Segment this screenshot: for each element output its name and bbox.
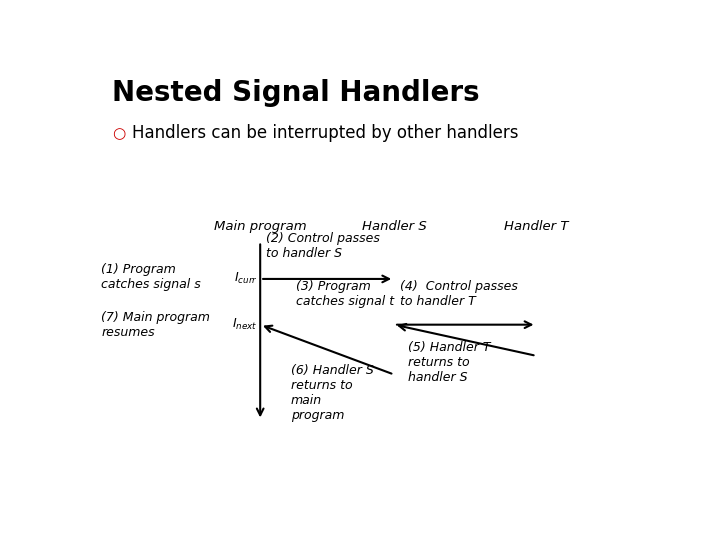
Text: (6) Handler S
returns to
main
program: (6) Handler S returns to main program bbox=[291, 364, 374, 422]
Text: (4)  Control passes
to handler T: (4) Control passes to handler T bbox=[400, 280, 518, 308]
Text: (3) Program
catches signal t: (3) Program catches signal t bbox=[297, 280, 395, 308]
Text: Handler S: Handler S bbox=[361, 220, 426, 233]
Text: $I_{curr}$: $I_{curr}$ bbox=[234, 272, 258, 287]
Text: Handler T: Handler T bbox=[504, 220, 569, 233]
Text: (1) Program
catches signal s: (1) Program catches signal s bbox=[101, 263, 201, 291]
Text: Nested Signal Handlers: Nested Signal Handlers bbox=[112, 79, 480, 107]
Text: Main program: Main program bbox=[214, 220, 307, 233]
Text: ○: ○ bbox=[112, 126, 125, 141]
Text: $I_{next}$: $I_{next}$ bbox=[232, 317, 258, 332]
Text: (5) Handler T
returns to
handler S: (5) Handler T returns to handler S bbox=[408, 341, 490, 384]
Text: Handlers can be interrupted by other handlers: Handlers can be interrupted by other han… bbox=[132, 124, 518, 143]
Text: (7) Main program
resumes: (7) Main program resumes bbox=[101, 310, 210, 339]
Text: (2) Control passes
to handler S: (2) Control passes to handler S bbox=[266, 232, 379, 260]
